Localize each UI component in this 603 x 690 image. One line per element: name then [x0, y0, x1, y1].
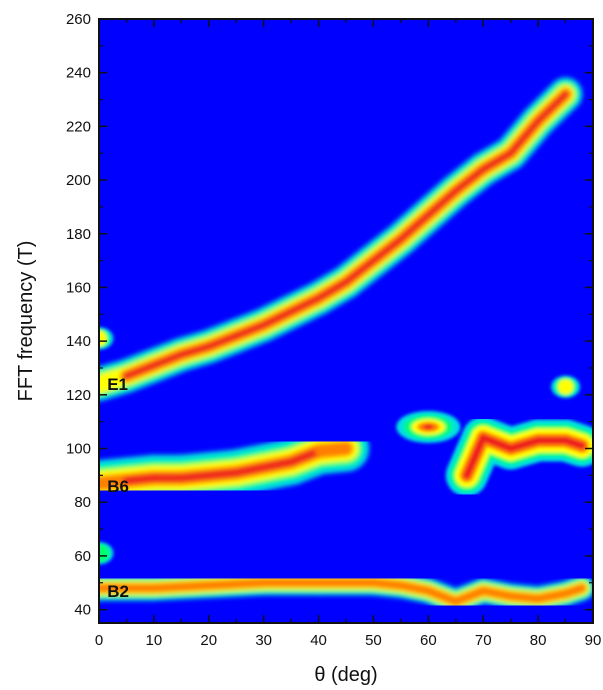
ridge-e1-red-seg-4 — [205, 332, 240, 350]
ridge-b2-red-seg-2 — [206, 580, 267, 588]
heatmap-layer — [99, 77, 593, 615]
y-tick-label: 160 — [66, 279, 91, 296]
y-tick-label: 240 — [66, 65, 91, 82]
feature-branch-70-90deg — [445, 416, 593, 497]
ridge-b2 — [99, 570, 593, 615]
ridge-b6-red-seg-1 — [122, 474, 158, 485]
y-tick-label: 120 — [66, 387, 91, 404]
ridge-e1-red-seg-16 — [534, 91, 569, 125]
feature-branch-70-90deg-red-seg-0 — [463, 434, 487, 479]
ridge-b6-red-seg-3 — [177, 471, 213, 482]
x-axis-title: θ (deg) — [314, 664, 377, 686]
feature-spot-0deg-60T-green — [99, 543, 110, 563]
feature-spike-85deg-yellow — [557, 379, 574, 395]
y-tick-label: 80 — [74, 494, 91, 511]
ridge-e1-red-seg-14 — [480, 150, 514, 173]
ridge-e1 — [99, 77, 583, 401]
band-label-b2: B2 — [107, 582, 129, 601]
x-tick-label: 70 — [475, 632, 492, 649]
feature-branch-70-90deg-red-seg-2 — [507, 437, 542, 452]
band-labels: E1 B6 B2 — [107, 375, 129, 601]
x-tick-label: 0 — [95, 632, 103, 649]
ridge-e1-red-seg-8 — [315, 278, 350, 302]
ridge-e1-red-seg-9 — [342, 257, 377, 286]
ridge-b6 — [99, 425, 370, 507]
ridge-b6-red-seg-4 — [205, 468, 240, 480]
ridge-b6-red-seg-7 — [287, 447, 323, 466]
ridge-e1-red-seg-6 — [260, 308, 295, 329]
ridge-b2-orange-seg-12 — [560, 583, 587, 599]
ridge-b2-orange-seg-1 — [149, 580, 214, 593]
x-tick-label: 10 — [146, 632, 163, 649]
y-tick-label: 140 — [66, 333, 91, 350]
y-tick-label: 260 — [66, 11, 91, 28]
feature-spot-0deg-140T — [99, 327, 114, 350]
y-tick-label: 200 — [66, 172, 91, 189]
ridge-b6-red-seg-8 — [314, 444, 350, 455]
y-tick-label: 180 — [66, 226, 91, 243]
y-tick-label: 40 — [74, 602, 91, 619]
x-tick-label: 20 — [200, 632, 217, 649]
y-tick-label: 220 — [66, 118, 91, 135]
ridge-e1-red-seg-7 — [287, 295, 322, 315]
ridge-b2-red-seg-9 — [480, 588, 514, 599]
ridge-e1-red-seg-2 — [150, 351, 185, 369]
ridge-e1-red-seg-12 — [425, 187, 459, 219]
y-tick-label: 100 — [66, 441, 91, 458]
x-tick-label: 50 — [365, 632, 382, 649]
x-tick-label: 90 — [585, 632, 602, 649]
feature-pocket-near-60deg-red — [423, 424, 434, 430]
x-tick-label: 40 — [310, 632, 327, 649]
ridge-b6-red-seg-6 — [259, 458, 295, 472]
ridge-e1-red-seg-10 — [370, 235, 405, 264]
x-tick-label: 30 — [255, 632, 272, 649]
ridge-b2-orange-seg-7 — [423, 585, 461, 607]
ridge-e1-red-seg-1 — [123, 362, 158, 380]
ridge-e1-red-seg-5 — [233, 321, 267, 339]
y-tick-label: 60 — [74, 548, 91, 565]
band-label-b6: B6 — [107, 477, 129, 496]
ridge-e1-red-seg-13 — [452, 166, 487, 194]
feature-spot-0deg-60T — [99, 542, 114, 565]
ridge-b2-red-seg-5 — [370, 580, 404, 588]
ridge-b2-red-seg-8 — [453, 588, 486, 604]
feature-pocket-near-60deg — [396, 411, 461, 443]
ridge-e1-red-seg-3 — [178, 343, 212, 358]
x-tick-label: 60 — [420, 632, 437, 649]
feature-branch-70-90deg-red-seg-4 — [562, 437, 586, 450]
ridge-e1-red-seg-15 — [507, 117, 542, 157]
plot-background — [99, 19, 593, 623]
ridge-b6-red-seg-5 — [232, 463, 268, 477]
x-tick-label: 80 — [530, 632, 547, 649]
band-label-e1: E1 — [107, 375, 128, 394]
feature-spike-85deg — [551, 375, 580, 398]
feature-branch-70-90deg-red-seg-1 — [479, 434, 515, 452]
feature-spot-0deg-140T-yellow — [99, 330, 107, 346]
ridge-e1-red-seg-11 — [397, 211, 432, 243]
axis-ticks: 0 10 20 30 40 50 60 70 80 90 40 60 80 100 120 140 160 180… — [66, 11, 601, 649]
y-axis-title: FFT frequency (T) — [15, 241, 37, 402]
